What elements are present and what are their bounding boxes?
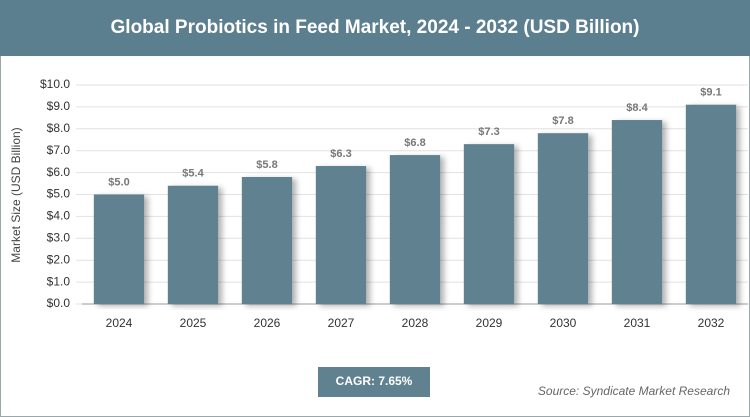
x-tick-label: 2030 [550, 316, 577, 330]
bar [241, 176, 293, 304]
bar [315, 166, 367, 304]
cagr-label: CAGR: 7.65% [336, 374, 413, 388]
y-tick-label: $5.0 [47, 187, 71, 201]
y-axis-title: Market Size (USD Billion) [9, 127, 23, 262]
value-label: $5.8 [256, 159, 277, 171]
y-tick-label: $10.0 [40, 77, 70, 91]
x-tick-label: 2032 [698, 316, 725, 330]
chart-title: Global Probiotics in Feed Market, 2024 -… [111, 17, 640, 38]
x-tick-label: 2029 [476, 316, 503, 330]
y-tick-label: $9.0 [47, 99, 71, 113]
y-tick-label: $7.0 [47, 143, 71, 157]
bar [167, 185, 219, 304]
y-tick-label: $6.0 [47, 165, 71, 179]
value-label: $7.3 [478, 126, 499, 138]
value-label: $9.1 [700, 87, 721, 99]
value-label: $5.0 [108, 176, 129, 188]
bar [463, 144, 515, 304]
y-tick-label: $2.0 [47, 252, 71, 266]
x-tick-label: 2027 [328, 316, 355, 330]
cagr-box [318, 367, 430, 397]
value-label: $6.3 [330, 148, 351, 160]
y-tick-label: $3.0 [47, 230, 71, 244]
x-tick-label: 2024 [106, 316, 133, 330]
bar [389, 155, 441, 304]
x-tick-label: 2028 [402, 316, 429, 330]
bar [685, 104, 737, 305]
x-tick-label: 2025 [180, 316, 207, 330]
bar [611, 120, 663, 304]
source-note: Source: Syndicate Market Research [538, 384, 730, 398]
bar [537, 133, 589, 304]
y-tick-label: $0.0 [47, 296, 71, 310]
x-tick-label: 2026 [254, 316, 281, 330]
header-bar [0, 0, 750, 56]
value-label: $7.8 [552, 115, 573, 127]
value-label: $8.4 [626, 102, 648, 114]
x-tick-label: 2031 [624, 316, 651, 330]
y-tick-label: $1.0 [47, 274, 71, 288]
value-label: $5.4 [182, 168, 204, 180]
bar [93, 194, 145, 304]
y-tick-label: $4.0 [47, 209, 71, 223]
y-tick-label: $8.0 [47, 121, 71, 135]
value-label: $6.8 [404, 137, 425, 149]
